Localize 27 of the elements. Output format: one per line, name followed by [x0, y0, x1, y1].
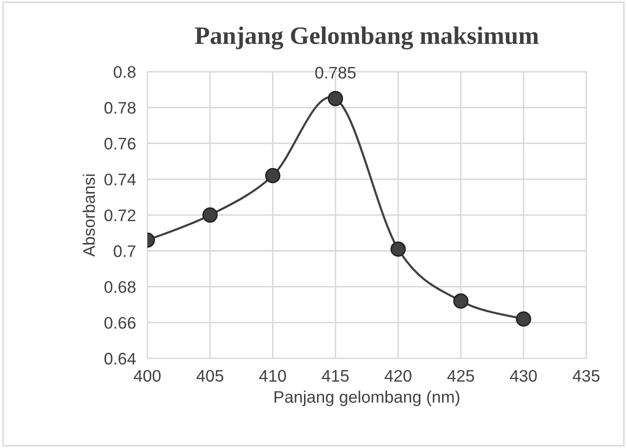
- x-tick-label: 425: [447, 370, 474, 382]
- y-tick-label: 0.74: [104, 174, 136, 186]
- x-tick-label: 405: [196, 370, 224, 382]
- y-tick-label: 0.7: [114, 245, 136, 258]
- y-axis-title: Absorbansi: [82, 174, 95, 257]
- x-tick-label: 410: [259, 370, 286, 382]
- y-tick-label: 0.8: [114, 66, 136, 78]
- y-tick-label: 0.66: [104, 316, 136, 329]
- y-tick-label: 0.68: [104, 281, 136, 293]
- x-tick-label: 430: [510, 370, 537, 382]
- point: [328, 90, 344, 106]
- y-tick-label: 0.72: [104, 209, 136, 222]
- y-tick-label: 0.76: [104, 138, 136, 150]
- x-tick-label: 415: [322, 370, 349, 382]
- data-label: 0.785: [315, 66, 356, 79]
- x-tick-label: 435: [572, 370, 600, 382]
- point: [202, 207, 218, 223]
- point: [390, 241, 406, 257]
- x-tick-label: 420: [384, 370, 412, 382]
- x-axis-title: Panjang gelombang (nm): [274, 390, 460, 406]
- point: [516, 311, 532, 327]
- y-tick-label: 0.64: [104, 352, 136, 365]
- y-tick-label: 0.78: [104, 102, 136, 114]
- chart-title: Panjang Gelombang maksimum: [194, 26, 539, 50]
- point: [265, 168, 280, 184]
- x-tick-label: 400: [134, 370, 161, 382]
- point: [453, 293, 468, 309]
